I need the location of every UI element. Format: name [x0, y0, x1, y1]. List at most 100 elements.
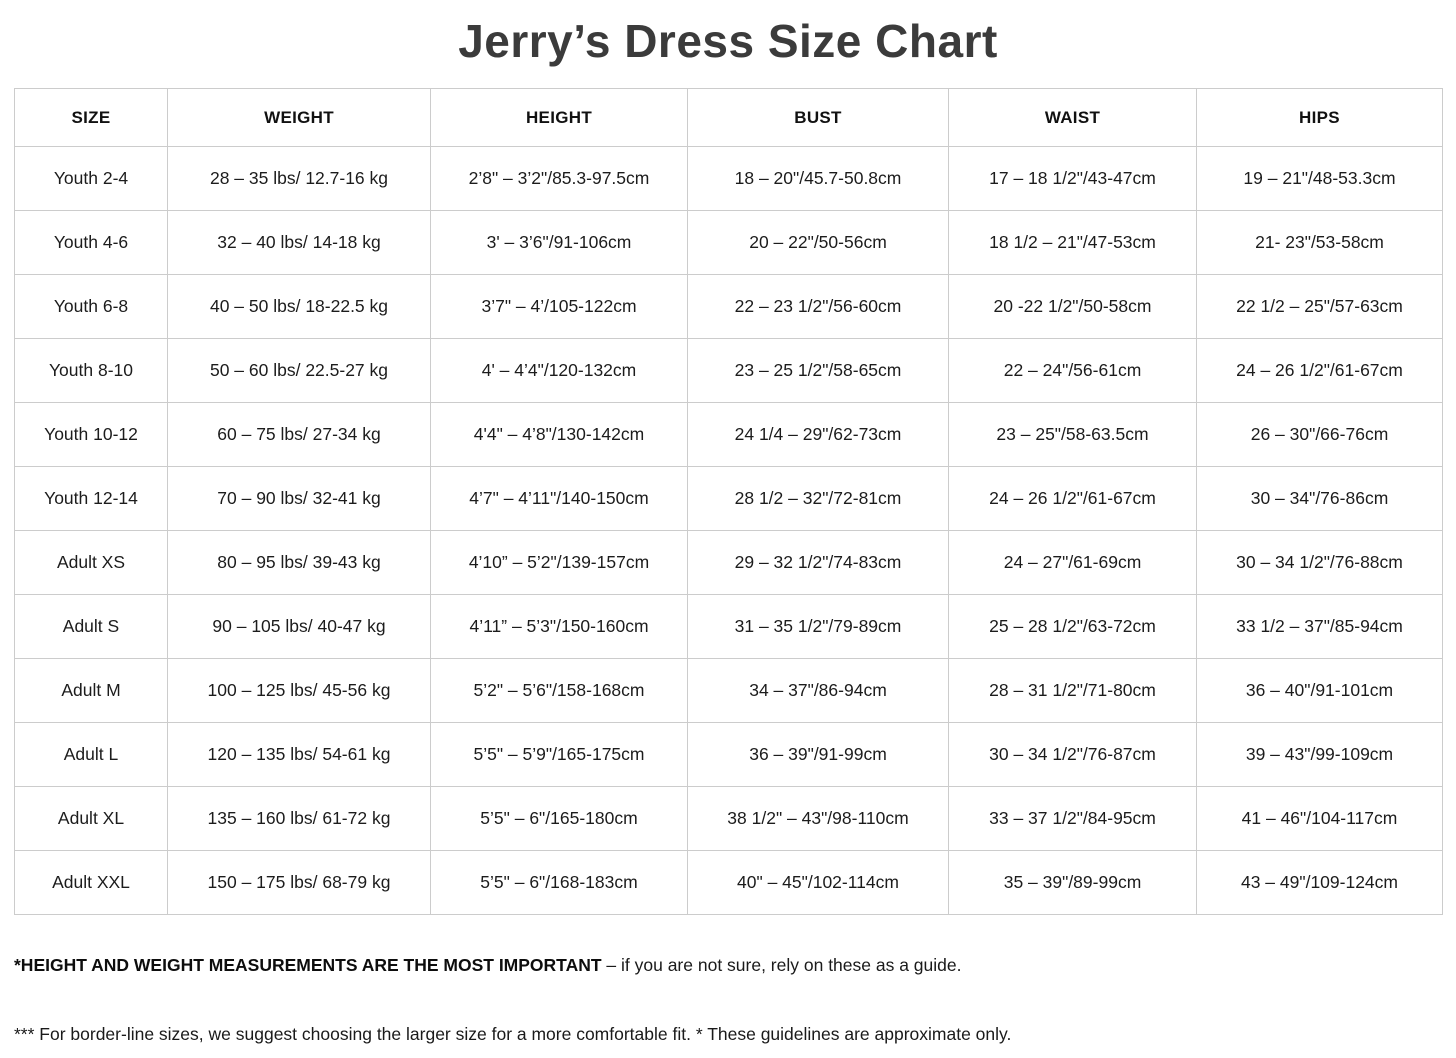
cell-bust: 29 – 32 1/2"/74-83cm: [687, 530, 949, 595]
cell-bust: 23 – 25 1/2"/58-65cm: [687, 338, 949, 403]
cell-weight: 135 – 160 lbs/ 61-72 kg: [167, 786, 431, 851]
cell-height: 4’11” – 5’3"/150-160cm: [430, 594, 688, 659]
cell-bust: 18 – 20"/45.7-50.8cm: [687, 146, 949, 211]
column-header-weight: WEIGHT: [167, 88, 431, 147]
cell-height: 4’7" – 4’11"/140-150cm: [430, 466, 688, 531]
cell-height: 4'4" – 4’8"/130-142cm: [430, 402, 688, 467]
cell-hips: 26 – 30"/66-76cm: [1196, 402, 1443, 467]
footnote-borderline-sizes: *** For border-line sizes, we suggest ch…: [14, 1024, 1012, 1044]
cell-hips: 41 – 46"/104-117cm: [1196, 786, 1443, 851]
cell-bust: 24 1/4 – 29"/62-73cm: [687, 402, 949, 467]
cell-waist: 18 1/2 – 21"/47-53cm: [948, 210, 1197, 275]
cell-weight: 100 – 125 lbs/ 45-56 kg: [167, 658, 431, 723]
table-row: Youth 2-4 28 – 35 lbs/ 12.7-16 kg 2’8" – 3…: [14, 146, 1443, 211]
cell-size: Youth 2-4: [14, 146, 168, 211]
table-row: Adult S 90 – 105 lbs/ 40-47 kg 4’11” – 5’3…: [14, 594, 1443, 659]
cell-height: 4’10” – 5’2"/139-157cm: [430, 530, 688, 595]
column-header-size: SIZE: [14, 88, 168, 147]
table-row: Youth 4-6 32 – 40 lbs/ 14-18 kg 3' – 3’6"/…: [14, 210, 1443, 275]
cell-height: 2’8" – 3’2"/85.3-97.5cm: [430, 146, 688, 211]
cell-waist: 25 – 28 1/2"/63-72cm: [948, 594, 1197, 659]
cell-size: Adult M: [14, 658, 168, 723]
cell-size: Youth 4-6: [14, 210, 168, 275]
table-row: Youth 12-14 70 – 90 lbs/ 32-41 kg 4’7" – 4…: [14, 466, 1443, 531]
footnote-height-weight-bold: *HEIGHT AND WEIGHT MEASUREMENTS ARE THE …: [14, 955, 602, 975]
table-row: Adult M 100 – 125 lbs/ 45-56 kg 5’2" – 5’6…: [14, 658, 1443, 723]
page-title: Jerry’s Dress Size Chart: [458, 15, 998, 67]
cell-bust: 38 1/2" – 43"/98-110cm: [687, 786, 949, 851]
cell-waist: 23 – 25"/58-63.5cm: [948, 402, 1197, 467]
cell-size: Youth 12-14: [14, 466, 168, 531]
cell-size: Youth 8-10: [14, 338, 168, 403]
cell-hips: 22 1/2 – 25"/57-63cm: [1196, 274, 1443, 339]
cell-bust: 22 – 23 1/2"/56-60cm: [687, 274, 949, 339]
cell-hips: 19 – 21"/48-53.3cm: [1196, 146, 1443, 211]
cell-height: 5’2" – 5’6"/158-168cm: [430, 658, 688, 723]
table-row: Adult L 120 – 135 lbs/ 54-61 kg 5’5" – 5’9…: [14, 722, 1443, 787]
table-row: Adult XXL 150 – 175 lbs/ 68-79 kg 5’5" – 6…: [14, 850, 1443, 915]
cell-hips: 43 – 49"/109-124cm: [1196, 850, 1443, 915]
column-header-height: HEIGHT: [430, 88, 688, 147]
cell-bust: 31 – 35 1/2"/79-89cm: [687, 594, 949, 659]
cell-height: 5’5" – 6"/165-180cm: [430, 786, 688, 851]
cell-bust: 36 – 39"/91-99cm: [687, 722, 949, 787]
table-header-row: SIZE WEIGHT HEIGHT BUST WAIST HIPS: [14, 88, 1443, 147]
cell-bust: 20 – 22"/50-56cm: [687, 210, 949, 275]
table-row: Adult XL 135 – 160 lbs/ 61-72 kg 5’5" – 6"…: [14, 786, 1443, 851]
footnote-height-weight: *HEIGHT AND WEIGHT MEASUREMENTS ARE THE …: [14, 915, 1442, 976]
cell-weight: 50 – 60 lbs/ 22.5-27 kg: [167, 338, 431, 403]
cell-weight: 90 – 105 lbs/ 40-47 kg: [167, 594, 431, 659]
cell-size: Youth 6-8: [14, 274, 168, 339]
cell-size: Adult XS: [14, 530, 168, 595]
cell-size: Adult S: [14, 594, 168, 659]
cell-size: Adult XXL: [14, 850, 168, 915]
cell-weight: 28 – 35 lbs/ 12.7-16 kg: [167, 146, 431, 211]
table-row: Youth 6-8 40 – 50 lbs/ 18-22.5 kg 3’7" – 4…: [14, 274, 1443, 339]
cell-size: Adult L: [14, 722, 168, 787]
cell-waist: 28 – 31 1/2"/71-80cm: [948, 658, 1197, 723]
table-row: Youth 8-10 50 – 60 lbs/ 22.5-27 kg 4' – 4’…: [14, 338, 1443, 403]
cell-waist: 35 – 39"/89-99cm: [948, 850, 1197, 915]
cell-height: 5’5" – 6"/168-183cm: [430, 850, 688, 915]
cell-waist: 24 – 26 1/2"/61-67cm: [948, 466, 1197, 531]
cell-size: Adult XL: [14, 786, 168, 851]
cell-hips: 36 – 40"/91-101cm: [1196, 658, 1443, 723]
cell-hips: 30 – 34"/76-86cm: [1196, 466, 1443, 531]
cell-hips: 33 1/2 – 37"/85-94cm: [1196, 594, 1443, 659]
cell-height: 4' – 4’4"/120-132cm: [430, 338, 688, 403]
table-row: Youth 10-12 60 – 75 lbs/ 27-34 kg 4'4" – 4…: [14, 402, 1443, 467]
cell-waist: 20 -22 1/2"/50-58cm: [948, 274, 1197, 339]
cell-height: 5’5" – 5’9"/165-175cm: [430, 722, 688, 787]
cell-weight: 60 – 75 lbs/ 27-34 kg: [167, 402, 431, 467]
table-row: Adult XS 80 – 95 lbs/ 39-43 kg 4’10” – 5’2…: [14, 530, 1443, 595]
cell-weight: 80 – 95 lbs/ 39-43 kg: [167, 530, 431, 595]
cell-waist: 30 – 34 1/2"/76-87cm: [948, 722, 1197, 787]
cell-hips: 30 – 34 1/2"/76-88cm: [1196, 530, 1443, 595]
cell-weight: 150 – 175 lbs/ 68-79 kg: [167, 850, 431, 915]
cell-size: Youth 10-12: [14, 402, 168, 467]
size-chart-table: SIZE WEIGHT HEIGHT BUST WAIST HIPS Youth…: [14, 88, 1443, 915]
cell-weight: 120 – 135 lbs/ 54-61 kg: [167, 722, 431, 787]
column-header-bust: BUST: [687, 88, 949, 147]
size-table-body: Youth 2-4 28 – 35 lbs/ 12.7-16 kg 2’8" – 3…: [14, 146, 1443, 915]
column-header-hips: HIPS: [1196, 88, 1443, 147]
footnotes: *HEIGHT AND WEIGHT MEASUREMENTS ARE THE …: [14, 915, 1442, 1045]
cell-height: 3' – 3’6"/91-106cm: [430, 210, 688, 275]
cell-hips: 24 – 26 1/2"/61-67cm: [1196, 338, 1443, 403]
cell-bust: 28 1/2 – 32"/72-81cm: [687, 466, 949, 531]
cell-weight: 32 – 40 lbs/ 14-18 kg: [167, 210, 431, 275]
cell-hips: 21- 23"/53-58cm: [1196, 210, 1443, 275]
cell-waist: 17 – 18 1/2"/43-47cm: [948, 146, 1197, 211]
footnote-height-weight-rest: – if you are not sure, rely on these as …: [601, 955, 962, 975]
cell-waist: 22 – 24"/56-61cm: [948, 338, 1197, 403]
cell-height: 3’7" – 4’/105-122cm: [430, 274, 688, 339]
column-header-waist: WAIST: [948, 88, 1197, 147]
cell-hips: 39 – 43"/99-109cm: [1196, 722, 1443, 787]
cell-waist: 24 – 27"/61-69cm: [948, 530, 1197, 595]
cell-bust: 34 – 37"/86-94cm: [687, 658, 949, 723]
cell-waist: 33 – 37 1/2"/84-95cm: [948, 786, 1197, 851]
cell-weight: 40 – 50 lbs/ 18-22.5 kg: [167, 274, 431, 339]
cell-weight: 70 – 90 lbs/ 32-41 kg: [167, 466, 431, 531]
cell-bust: 40" – 45"/102-114cm: [687, 850, 949, 915]
